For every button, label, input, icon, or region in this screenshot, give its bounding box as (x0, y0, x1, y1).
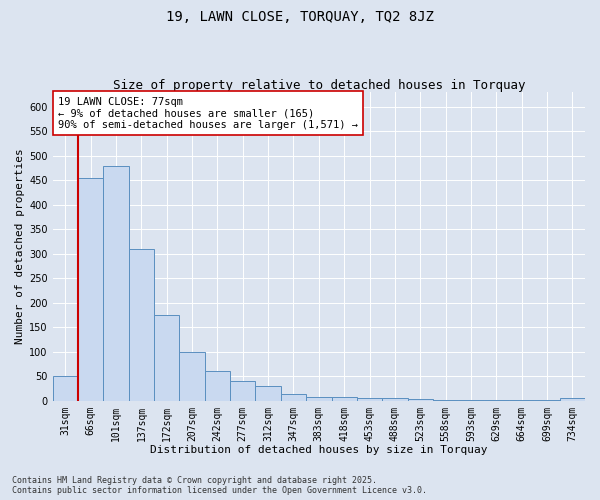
Bar (53, 376, 78, 400)
Text: 19 LAWN CLOSE: 77sqm
← 9% of detached houses are smaller (165)
90% of semi-detac: 19 LAWN CLOSE: 77sqm ← 9% of detached ho… (58, 96, 358, 130)
Bar (103, 166, 129, 400)
Title: Size of property relative to detached houses in Torquay: Size of property relative to detached ho… (113, 79, 525, 92)
Bar (230, 381, 256, 400)
Bar (306, 397, 332, 400)
Y-axis label: Number of detached properties: Number of detached properties (15, 148, 25, 344)
Bar (256, 386, 281, 400)
Bar (560, 398, 585, 400)
Bar (78, 178, 103, 400)
Bar (129, 249, 154, 400)
Bar (382, 398, 407, 400)
Bar (179, 352, 205, 401)
Bar (281, 394, 306, 400)
Bar (205, 372, 230, 400)
Bar (154, 315, 179, 400)
Bar (357, 398, 382, 400)
X-axis label: Distribution of detached houses by size in Torquay: Distribution of detached houses by size … (150, 445, 488, 455)
Text: 19, LAWN CLOSE, TORQUAY, TQ2 8JZ: 19, LAWN CLOSE, TORQUAY, TQ2 8JZ (166, 10, 434, 24)
Bar (332, 398, 357, 400)
Text: Contains HM Land Registry data © Crown copyright and database right 2025.
Contai: Contains HM Land Registry data © Crown c… (12, 476, 427, 495)
